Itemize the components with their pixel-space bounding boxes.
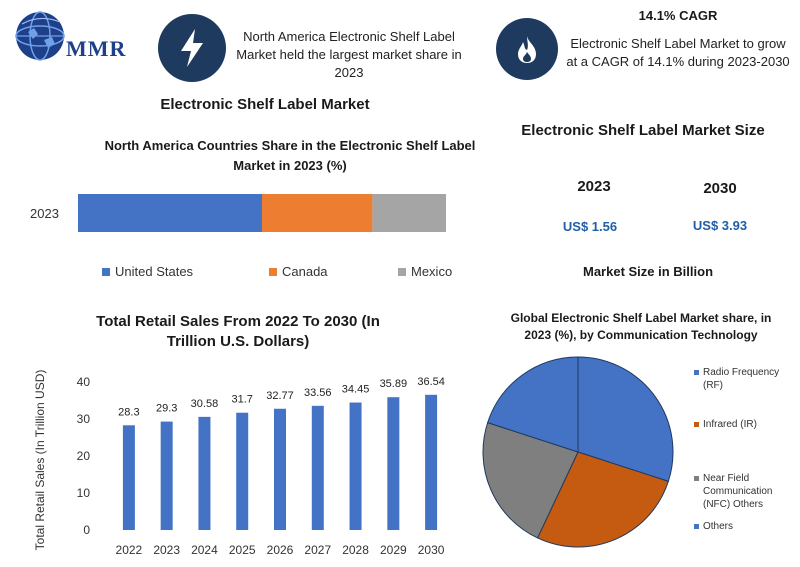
x-tick-label: 2026 <box>267 543 294 557</box>
pie-chart-title: Global Electronic Shelf Label Market sha… <box>510 311 772 342</box>
pie-legend-label-others: Others <box>703 521 734 532</box>
pie-legend-item-ir: Infrared (IR) <box>694 418 794 431</box>
pie-legend-swatch-ir <box>694 422 699 427</box>
y-tick-label: 40 <box>77 375 91 389</box>
retail-sales-value-label: 33.56 <box>304 387 332 399</box>
retail-sales-value-label: 34.45 <box>342 384 370 396</box>
legend-swatch-mexico <box>398 267 406 276</box>
retail-sales-bar-2029 <box>387 397 400 530</box>
pie-slice-ir <box>536 451 669 548</box>
retail-sales-y-axis-label: Total Retail Sales (In Trillion USD) <box>33 370 47 551</box>
retail-sales-value-label: 28.3 <box>118 406 139 418</box>
legend-label-mexico: Mexico <box>411 264 453 279</box>
pie-legend-label-ir: Infrared (IR) <box>703 419 757 430</box>
pie-chart-legend: Radio Frequency (RF) Infrared (IR) Near … <box>694 366 794 536</box>
stacked-bar-category: 2023 <box>30 206 59 221</box>
market-size-value-2030: US$ 3.93 <box>692 218 748 233</box>
x-tick-label: 2030 <box>418 543 445 557</box>
retail-sales-value-label: 30.58 <box>191 398 219 410</box>
x-tick-label: 2022 <box>116 543 143 557</box>
x-tick-label: 2028 <box>342 543 369 557</box>
retail-sales-value-label: 32.77 <box>266 390 294 402</box>
stacked-bar-chart: 2023 <box>30 194 446 232</box>
pie-legend-swatch-others <box>694 524 699 529</box>
legend-label-canada: Canada <box>282 264 328 279</box>
y-tick-label: 0 <box>83 523 90 537</box>
flame-icon <box>518 36 536 63</box>
stacked-chart-title: North America Countries Share in the Ele… <box>104 138 476 173</box>
retail-sales-bar-chart: Total Retail Sales (In Trillion USD) 0 10… <box>33 370 445 557</box>
x-tick-label: 2029 <box>380 543 407 557</box>
lightning-bolt-badge <box>158 14 226 82</box>
globe-logo-icon <box>15 11 65 61</box>
y-tick-label: 20 <box>77 449 91 463</box>
legend-item-canada: Canada <box>269 264 328 279</box>
logo-text: MMR <box>66 36 127 61</box>
main-title: Electronic Shelf Label Market <box>160 96 370 113</box>
communication-technology-pie-chart <box>482 356 674 548</box>
market-size-note: Market Size in Billion <box>582 264 714 279</box>
x-tick-label: 2023 <box>153 543 180 557</box>
stacked-bar-segment-united-states <box>78 194 262 232</box>
market-size-value-2023: US$ 1.56 <box>562 219 618 234</box>
pie-slice-nfc <box>482 422 579 539</box>
lightning-bolt-icon <box>181 29 203 67</box>
pie-legend-label-nfc: Near Field Communication (NFC) Others <box>703 473 773 510</box>
pie-legend-swatch-rf <box>694 370 699 375</box>
market-size-title: Electronic Shelf Label Market Size <box>521 122 765 139</box>
stacked-bar-legend: United States Canada Mexico <box>102 264 472 282</box>
market-size-year-2023: 2023 <box>577 178 611 195</box>
retail-sales-bar-2028 <box>349 402 362 530</box>
retail-sales-value-label: 35.89 <box>380 378 408 390</box>
retail-sales-bar-2030 <box>425 394 438 530</box>
pie-legend-item-rf: Radio Frequency (RF) <box>694 366 794 392</box>
pie-slice-rf <box>577 356 674 482</box>
retail-sales-bar-2026 <box>274 408 286 530</box>
mmr-logo: MMR <box>10 6 150 66</box>
retail-sales-chart-title: Total Retail Sales From 2022 To 2030 (In… <box>96 313 380 350</box>
stacked-bar-segment-mexico <box>372 194 446 232</box>
pie-legend-item-others: Others <box>694 520 794 533</box>
x-tick-label: 2025 <box>229 543 256 557</box>
cagr-title: 14.1% CAGR <box>638 8 718 23</box>
y-tick-label: 30 <box>77 412 91 426</box>
retail-sales-value-label: 29.3 <box>156 403 177 415</box>
x-tick-label: 2027 <box>304 543 331 557</box>
pie-slice-others <box>487 356 579 453</box>
pie-legend-label-rf: Radio Frequency (RF) <box>703 367 780 391</box>
flame-badge <box>496 18 558 80</box>
retail-sales-value-label: 36.54 <box>417 376 445 388</box>
retail-sales-bar-2023 <box>160 421 173 530</box>
legend-swatch-canada <box>269 267 277 276</box>
legend-item-united-states: United States <box>102 264 193 279</box>
y-tick-label: 10 <box>77 486 91 500</box>
retail-sales-bar-2022 <box>122 425 135 530</box>
retail-sales-bar-2024 <box>198 416 211 530</box>
retail-sales-bar-2027 <box>311 405 324 530</box>
x-tick-label: 2024 <box>191 543 218 557</box>
retail-sales-bar-2025 <box>236 412 249 530</box>
retail-sales-value-label: 31.7 <box>232 394 253 406</box>
legend-item-mexico: Mexico <box>398 264 452 279</box>
cagr-text: Electronic Shelf Label Market to grow at… <box>566 36 790 69</box>
legend-swatch-united-states <box>102 267 110 276</box>
highlight-text: North America Electronic Shelf Label Mar… <box>236 29 462 80</box>
market-size-year-2030: 2030 <box>703 180 737 197</box>
legend-label-united-states: United States <box>115 264 194 279</box>
pie-legend-swatch-nfc <box>694 476 699 481</box>
stacked-bar-segment-canada <box>262 194 373 232</box>
pie-legend-item-nfc: Near Field Communication (NFC) Others <box>694 472 794 511</box>
